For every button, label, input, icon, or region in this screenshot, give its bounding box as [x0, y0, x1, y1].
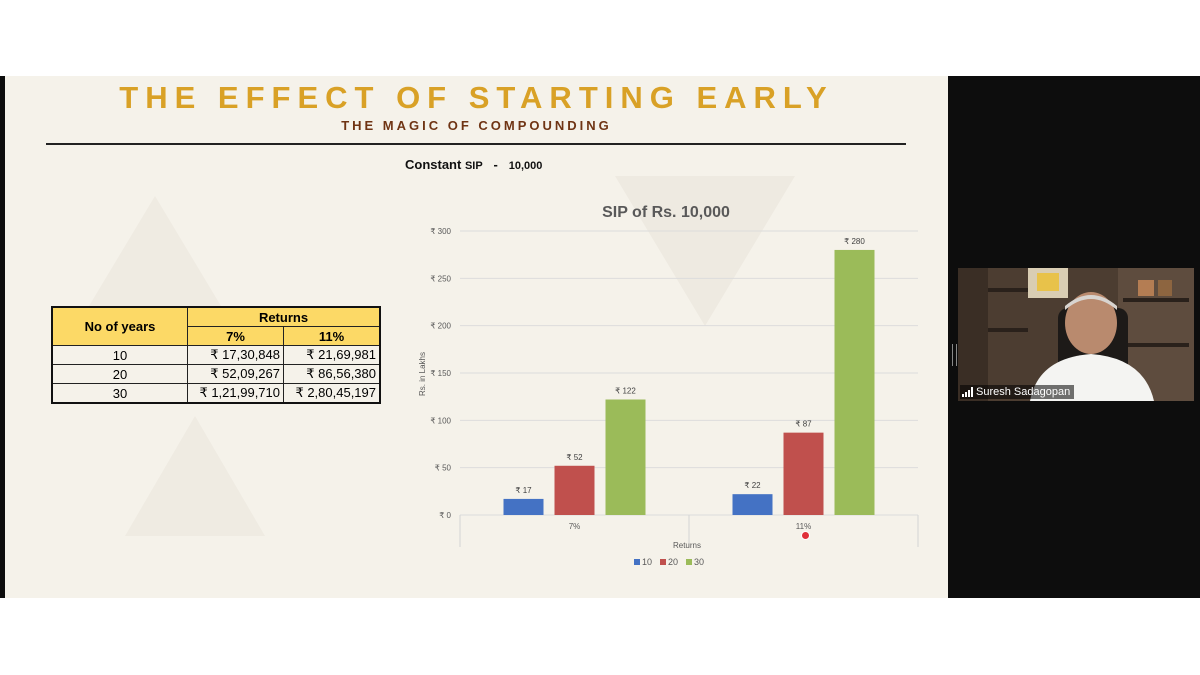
table-subheader-row: 7% 11%	[52, 326, 381, 346]
table-row: 10 ₹ 17,30,848 ₹ 21,69,981	[51, 345, 381, 365]
participant-name-label: Suresh Sadagopan	[960, 385, 1075, 399]
constant-sip-word: SIP	[464, 160, 483, 172]
slide-subtitle: THE MAGIC OF COMPOUNDING	[341, 118, 612, 133]
chart-title: SIP of Rs. 10,000	[602, 204, 730, 221]
participant-name: Suresh Sadagopan	[976, 386, 1071, 398]
cell-years: 10	[51, 345, 188, 365]
data-label: ₹ 87	[795, 420, 812, 429]
bar-series-10	[503, 498, 544, 515]
header-no-of-years: No of years	[51, 306, 188, 346]
cell-return-11: ₹ 21,69,981	[283, 345, 381, 365]
y-tick-label: ₹ 150	[430, 369, 451, 378]
legend-swatch	[634, 559, 640, 565]
data-label: ₹ 280	[844, 237, 865, 246]
bar-series-10	[732, 494, 773, 515]
bar-series-30	[834, 249, 875, 515]
header-returns: Returns	[187, 306, 381, 327]
table-row: 30 ₹ 1,21,99,710 ₹ 2,80,45,197	[51, 383, 381, 404]
cell-years: 30	[51, 383, 188, 404]
data-label: ₹ 17	[515, 486, 532, 495]
cell-return-11: ₹ 2,80,45,197	[283, 383, 381, 404]
data-label: ₹ 122	[615, 387, 636, 396]
y-tick-label: ₹ 100	[430, 416, 451, 425]
cell-years: 20	[51, 364, 188, 384]
y-tick-label: ₹ 50	[435, 464, 452, 473]
participant-video[interactable]: Suresh Sadagopan	[958, 268, 1194, 401]
laser-pointer-dot	[801, 531, 810, 540]
x-axis-label: Returns	[673, 541, 701, 550]
title-divider	[46, 143, 906, 145]
bar-series-20	[554, 465, 595, 515]
x-tick-label: 7%	[569, 522, 581, 531]
returns-table: No of years Returns 7% 11% 10 ₹ 17,30,84…	[51, 306, 381, 404]
presentation-slide: THE EFFECT OF STARTING EARLY THE MAGIC O…	[5, 76, 948, 598]
legend-swatch	[686, 559, 692, 565]
cell-return-11: ₹ 86,56,380	[283, 364, 381, 384]
y-tick-label: ₹ 300	[430, 227, 451, 236]
constant-label: Constant	[405, 157, 465, 172]
header-rate-11: 11%	[283, 326, 381, 346]
panel-resize-handle[interactable]	[952, 344, 957, 366]
constant-sip-value: 10,000	[508, 160, 543, 172]
constant-dash: -	[493, 157, 498, 172]
cell-return-7: ₹ 17,30,848	[187, 345, 284, 365]
y-axis-label: Rs. in Lakhs	[418, 352, 427, 396]
x-tick-label: 11%	[796, 522, 811, 531]
participant-video-feed	[958, 268, 1194, 401]
data-label: ₹ 22	[744, 481, 761, 490]
cell-return-7: ₹ 1,21,99,710	[187, 383, 284, 404]
y-tick-label: ₹ 0	[439, 511, 451, 520]
constant-sip-caption: Constant SIP - 10,000	[405, 157, 542, 172]
legend-label: 30	[694, 557, 704, 567]
signal-bars-icon	[962, 387, 973, 397]
table-header-row: No of years Returns	[51, 306, 381, 346]
slide-title: THE EFFECT OF STARTING EARLY	[119, 80, 834, 115]
legend-label: 10	[642, 557, 652, 567]
bar-series-30	[605, 399, 646, 515]
legend-label: 20	[668, 557, 678, 567]
table-row: 20 ₹ 52,09,267 ₹ 86,56,380	[51, 364, 381, 384]
y-tick-label: ₹ 200	[430, 322, 451, 331]
sip-bar-chart: SIP of Rs. 10,000 ₹ 0 ₹ 50 ₹ 100 ₹ 150 ₹ 200 ₹…	[418, 204, 919, 567]
decorative-triangle	[615, 176, 795, 326]
cell-return-7: ₹ 52,09,267	[187, 364, 284, 384]
decorative-triangle	[125, 416, 265, 536]
legend-swatch	[660, 559, 666, 565]
header-rate-7: 7%	[187, 326, 284, 346]
y-tick-label: ₹ 250	[430, 274, 451, 283]
bar-series-20	[783, 432, 824, 515]
data-label: ₹ 52	[566, 453, 583, 462]
